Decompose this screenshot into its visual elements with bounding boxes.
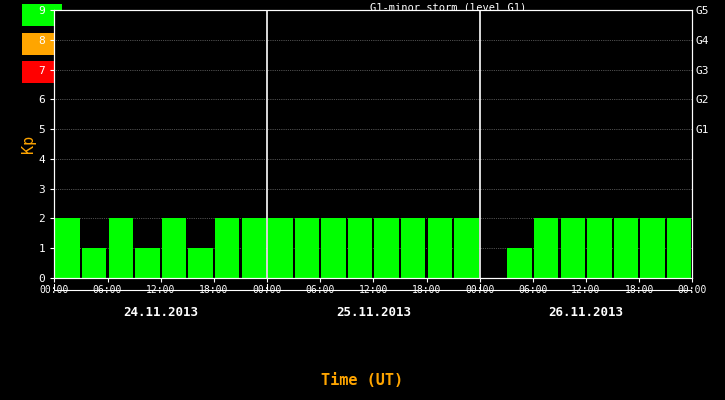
Text: G5-extreme storm (level G5): G5-extreme storm (level G5) [370,78,539,88]
Bar [401,218,426,278]
Bar [109,218,133,278]
Text: geomagnetic storm: geomagnetic storm [72,67,187,77]
Bar [82,248,107,278]
Bar [507,248,532,278]
Text: Time (UT): Time (UT) [321,373,404,388]
Text: geomagnetic disturbances: geomagnetic disturbances [72,38,234,48]
Bar [428,218,452,278]
Bar [454,218,479,278]
Bar [22,61,62,83]
Text: 26.11.2013: 26.11.2013 [549,306,624,319]
Text: G4-severe storm (level G4): G4-severe storm (level G4) [370,59,532,69]
Text: G3-strong storm (level G3): G3-strong storm (level G3) [370,40,532,50]
Bar [534,218,558,278]
Bar [55,218,80,278]
Bar [321,218,346,278]
Bar [162,218,186,278]
Bar [22,4,62,26]
Bar [22,32,62,54]
Bar [268,218,293,278]
Bar [135,248,160,278]
Bar [348,218,373,278]
Bar [613,218,638,278]
Y-axis label: Kp: Kp [21,135,36,153]
Text: geomagnetic calm: geomagnetic calm [72,10,181,20]
Text: G1-minor storm (level G1): G1-minor storm (level G1) [370,3,526,13]
Bar [374,218,399,278]
Bar [294,218,319,278]
Text: 25.11.2013: 25.11.2013 [336,306,411,319]
Bar [241,218,266,278]
Bar [215,218,239,278]
Bar [560,218,585,278]
Bar [667,218,692,278]
Bar [188,248,213,278]
Text: G2-moderate storm (level G2): G2-moderate storm (level G2) [370,22,544,32]
Bar [640,218,665,278]
Text: 24.11.2013: 24.11.2013 [123,306,198,319]
Bar [587,218,612,278]
